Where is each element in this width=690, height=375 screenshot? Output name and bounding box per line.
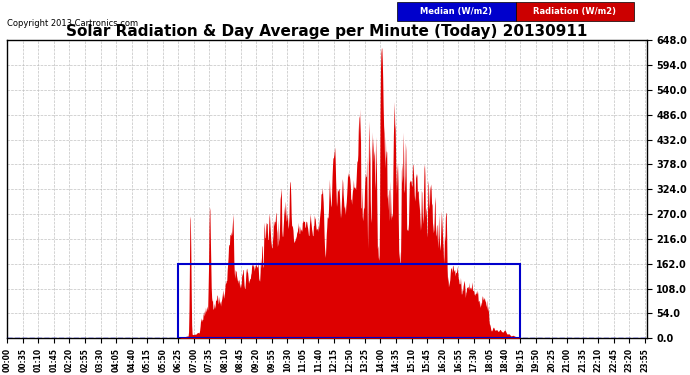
Bar [515, 2, 634, 21]
Text: Radiation (W/m2): Radiation (W/m2) [533, 7, 616, 16]
Bar [178, 264, 520, 338]
Text: Median (W/m2): Median (W/m2) [420, 7, 493, 16]
Bar [397, 2, 515, 21]
Text: Copyright 2013 Cartronics.com: Copyright 2013 Cartronics.com [8, 20, 139, 28]
Title: Solar Radiation & Day Average per Minute (Today) 20130911: Solar Radiation & Day Average per Minute… [66, 24, 588, 39]
